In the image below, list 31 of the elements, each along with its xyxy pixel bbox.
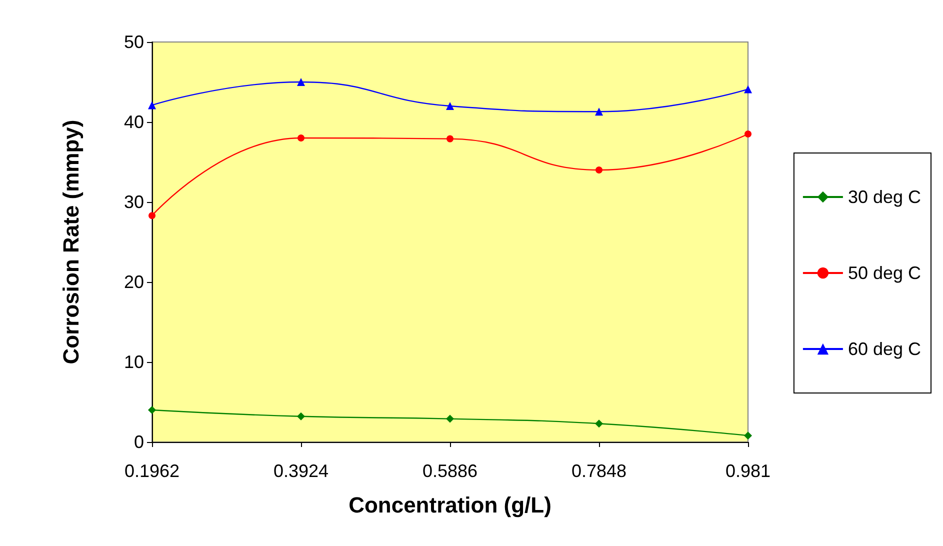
y-tick-label: 10 (124, 352, 144, 372)
point (148, 212, 156, 220)
point (744, 432, 752, 440)
y-tick-label: 0 (134, 432, 144, 452)
point (446, 135, 454, 142)
point (298, 134, 304, 142)
y-tick-label: 30 (124, 192, 144, 212)
point (297, 78, 305, 86)
point (744, 85, 752, 94)
point (446, 414, 454, 423)
point (744, 130, 752, 138)
x-tick-label: 0.1962 (124, 461, 180, 481)
x-tick-label: 0.7848 (571, 461, 627, 481)
legend-label: 60 deg C (848, 339, 922, 359)
x-axis-title: Concentration (g/L) (348, 492, 552, 518)
y-tick-label: 20 (124, 272, 144, 292)
point (596, 166, 602, 174)
point (595, 108, 603, 116)
y-tick-label: 50 (124, 32, 144, 52)
x-tick-label: 0.981 (725, 461, 771, 481)
x-tick-label: 0.5886 (422, 461, 478, 481)
y-axis-title: Corrosion Rate (mmpy) (58, 120, 84, 364)
x-tick-label: 0.3924 (273, 461, 329, 481)
legend-label: 30 deg C (848, 187, 922, 207)
point (595, 420, 603, 428)
point (148, 101, 156, 110)
legend-label: 50 deg C (848, 263, 922, 283)
point (148, 406, 156, 414)
point (446, 102, 454, 110)
point (297, 412, 305, 420)
y-tick-label: 40 (124, 112, 144, 132)
